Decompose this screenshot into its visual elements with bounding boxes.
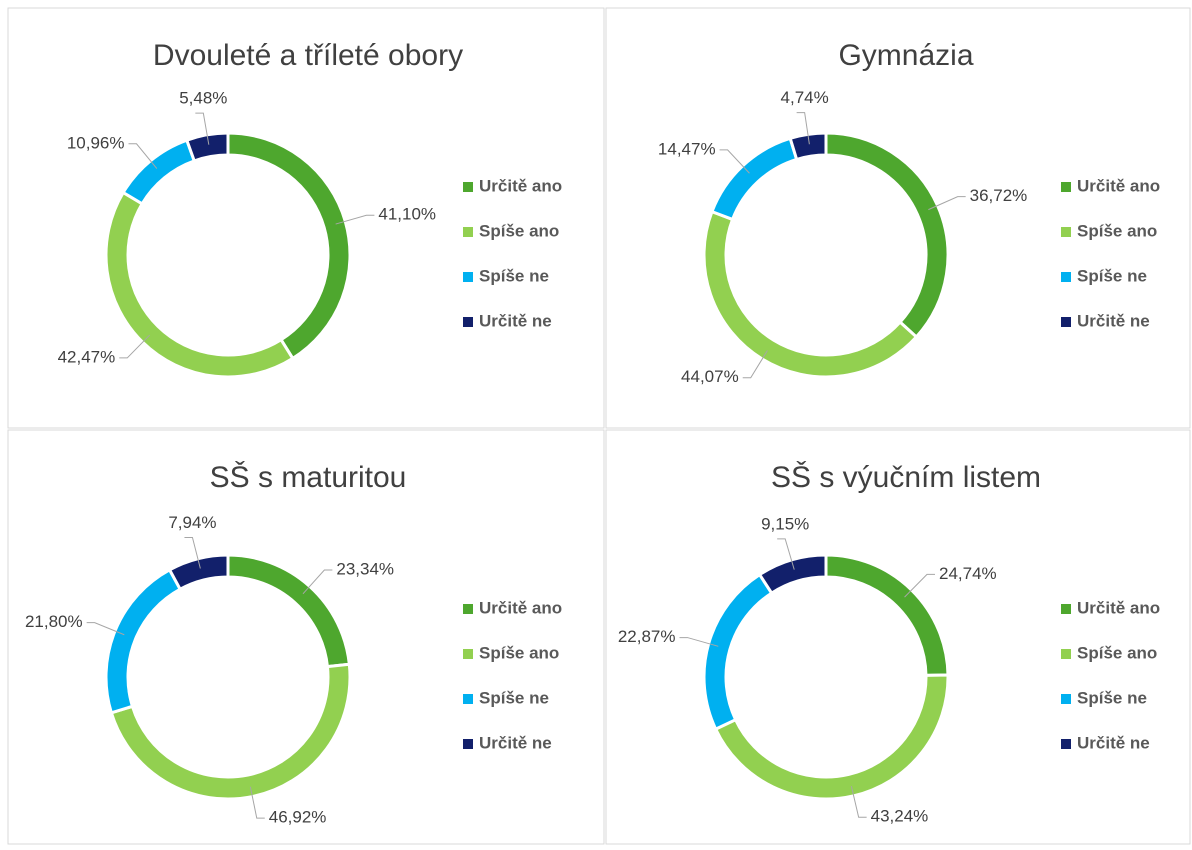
value-label: 24,74%: [939, 564, 997, 583]
donut-slice: [167, 553, 230, 592]
chart-title: SŠ s maturitou: [210, 460, 407, 494]
legend-label: Spíše ano: [479, 643, 559, 662]
leader-line: [928, 196, 966, 211]
legend-swatch: [1061, 739, 1071, 749]
leader-line: [302, 569, 333, 595]
value-label: 21,80%: [25, 612, 83, 631]
legend-label: Určitě ne: [1077, 733, 1150, 752]
value-label: 14,47%: [658, 139, 716, 158]
value-label: 22,87%: [618, 627, 676, 646]
legend-label: Určitě ano: [479, 176, 562, 195]
value-label: 36,72%: [970, 186, 1028, 205]
leader-line: [249, 786, 265, 819]
donut-slice: [757, 553, 828, 596]
legend-label: Určitě ano: [479, 598, 562, 617]
value-label: 44,07%: [681, 367, 739, 386]
value-label: 42,47%: [58, 347, 116, 366]
donut-slice: [184, 131, 230, 163]
leader-line: [335, 214, 375, 225]
legend-label: Spíše ano: [1077, 221, 1157, 240]
leader-line: [195, 112, 210, 145]
leader-line: [119, 334, 151, 359]
legend-label: Spíše ne: [479, 266, 549, 285]
leader-line: [796, 112, 810, 145]
value-label: 23,34%: [336, 559, 394, 578]
legend-swatch: [463, 649, 473, 659]
legend-label: Určitě ano: [1077, 598, 1160, 617]
legend-swatch: [1061, 227, 1071, 237]
value-label: 9,15%: [761, 514, 809, 533]
value-label: 4,74%: [781, 88, 829, 107]
panel: [605, 7, 1191, 429]
legend-label: Určitě ne: [479, 311, 552, 330]
legend-label: Určitě ne: [479, 733, 552, 752]
legend-label: Určitě ano: [1077, 176, 1160, 195]
legend-swatch: [463, 272, 473, 282]
legend-swatch: [463, 317, 473, 327]
panel: [7, 7, 605, 429]
leader-line: [742, 350, 768, 379]
legend-swatch: [463, 694, 473, 704]
value-label: 7,94%: [168, 513, 216, 532]
value-label: 41,10%: [378, 205, 436, 224]
legend-label: Spíše ne: [1077, 688, 1147, 707]
legend-swatch: [463, 227, 473, 237]
value-label: 46,92%: [269, 808, 327, 827]
chart-title: Dvouleté a tříleté obory: [153, 39, 463, 72]
leader-line: [850, 785, 867, 818]
leader-line: [128, 143, 158, 169]
chart-title: Gymnázia: [838, 39, 973, 72]
legend-label: Určitě ne: [1077, 311, 1150, 330]
legend-swatch: [1061, 317, 1071, 327]
leader-line: [184, 536, 201, 569]
value-label: 10,96%: [67, 133, 125, 152]
legend-label: Spíše ano: [479, 221, 559, 240]
legend-swatch: [1061, 182, 1071, 192]
chart-title: SŠ s výučním listem: [771, 460, 1041, 494]
value-label: 5,48%: [179, 89, 227, 108]
leader-line: [904, 573, 935, 598]
legend-label: Spíše ne: [1077, 266, 1147, 285]
legend-swatch: [1061, 604, 1071, 614]
value-label: 43,24%: [871, 807, 929, 826]
legend-swatch: [463, 739, 473, 749]
leader-line: [679, 637, 719, 647]
donut-slice: [788, 131, 828, 162]
legend-swatch: [463, 604, 473, 614]
legend-swatch: [463, 182, 473, 192]
legend-swatch: [1061, 649, 1071, 659]
leader-line: [719, 149, 750, 174]
leader-line: [777, 538, 795, 570]
legend-swatch: [1061, 272, 1071, 282]
legend-label: Spíše ano: [1077, 643, 1157, 662]
legend-label: Spíše ne: [479, 688, 549, 707]
leader-line: [86, 622, 125, 636]
panel: [7, 429, 605, 845]
legend-swatch: [1061, 694, 1071, 704]
